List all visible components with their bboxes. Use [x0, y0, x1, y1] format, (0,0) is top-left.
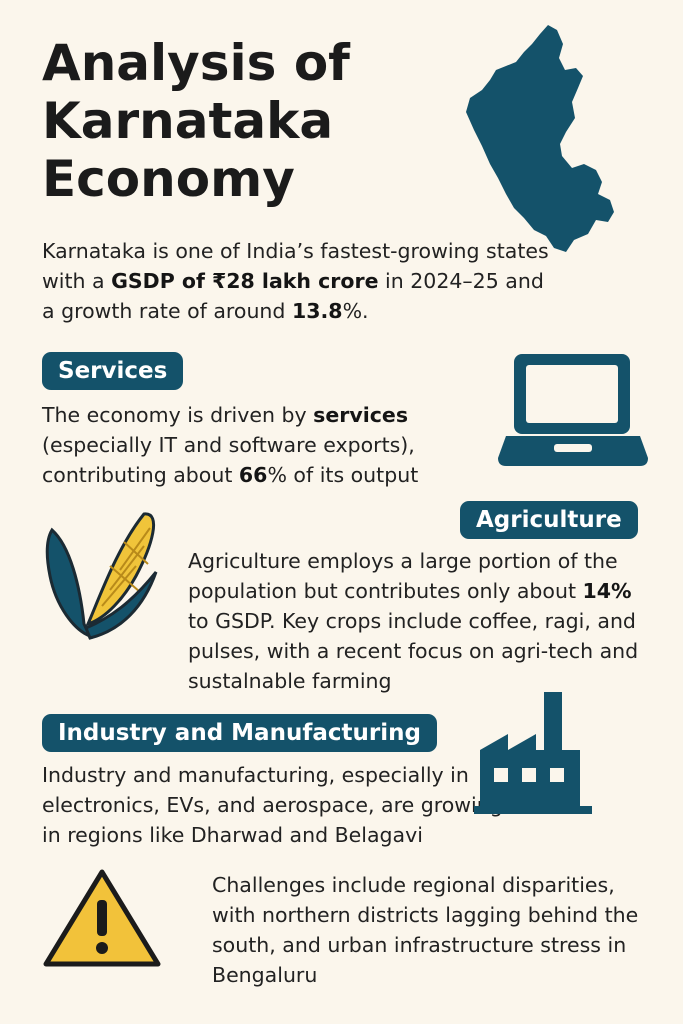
title-line-2: Karnataka	[42, 92, 334, 150]
laptop-icon	[496, 350, 650, 470]
services-badge: Services	[42, 352, 184, 390]
challenges-paragraph: Challenges include regional disparities,…	[212, 873, 639, 987]
intro-paragraph: Karnataka is one of India’s fastest-grow…	[42, 239, 549, 323]
karnataka-map-icon	[462, 22, 618, 254]
agriculture-badge: Agriculture	[460, 501, 638, 539]
industry-paragraph: Industry and manufacturing, especially i…	[42, 763, 503, 847]
warning-icon	[40, 866, 164, 970]
agriculture-paragraph: Agriculture employs a large portion of t…	[188, 549, 639, 693]
gsdp-value: GSDP of ₹28 lakh crore	[111, 269, 379, 293]
growth-value: 13.8	[291, 299, 343, 323]
factory-icon	[472, 690, 596, 816]
corn-icon	[40, 506, 170, 646]
title-line-3: Economy	[42, 150, 295, 208]
title-line-1: Analysis of	[42, 34, 350, 92]
page-title: Analysis of Karnataka Economy	[42, 34, 442, 208]
industry-badge: Industry and Manufacturing	[42, 714, 437, 752]
services-paragraph: The economy is driven by services (espec…	[42, 403, 419, 487]
